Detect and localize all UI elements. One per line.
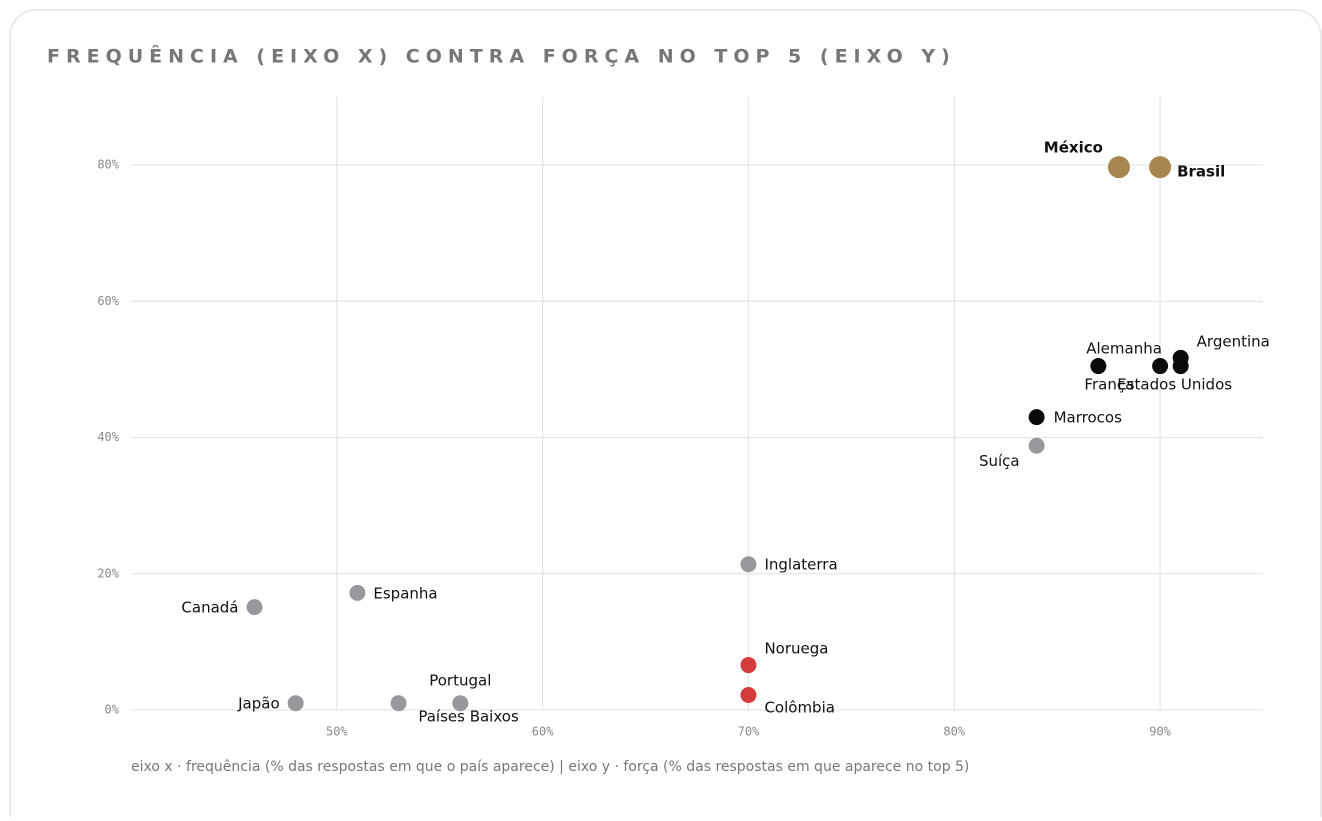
- point-label: Suíça: [979, 452, 1020, 470]
- point: [740, 687, 757, 704]
- point: [1152, 358, 1169, 375]
- point: [1028, 437, 1045, 454]
- y-tick-label: 60%: [97, 294, 119, 308]
- point-label: Inglaterra: [764, 556, 837, 574]
- chart-title: FREQUÊNCIA (EIXO X) CONTRA FORÇA NO TOP …: [47, 45, 956, 68]
- x-tick-label: 50%: [326, 725, 348, 739]
- y-tick-label: 20%: [97, 566, 119, 580]
- point-label: México: [1044, 139, 1103, 157]
- point: [287, 695, 304, 712]
- point-label: Portugal: [429, 672, 491, 690]
- point-label: Brasil: [1177, 163, 1225, 181]
- card: [9, 9, 1322, 821]
- point-label: Países Baixos: [418, 708, 519, 726]
- point: [349, 584, 366, 601]
- point: [1028, 409, 1045, 426]
- point-label: Colômbia: [764, 699, 835, 717]
- y-tick-label: 80%: [97, 158, 119, 172]
- point: [1090, 358, 1107, 375]
- point: [246, 599, 263, 616]
- point: [1172, 349, 1189, 366]
- point: [452, 695, 469, 712]
- point-label: Marrocos: [1054, 409, 1122, 427]
- y-tick-label: 40%: [97, 430, 119, 444]
- point-label: Alemanha: [1086, 340, 1162, 358]
- point-label: Estados Unidos: [1117, 376, 1232, 394]
- x-tick-label: 60%: [532, 725, 554, 739]
- x-tick-label: 70%: [738, 725, 760, 739]
- point-label: Canadá: [181, 599, 238, 617]
- x-tick-label: 80%: [943, 725, 965, 739]
- point-label: Argentina: [1197, 332, 1270, 350]
- point: [1107, 156, 1130, 179]
- point-label: Espanha: [373, 584, 437, 602]
- point: [740, 556, 757, 573]
- x-tick-label: 90%: [1149, 725, 1171, 739]
- point-label: Noruega: [764, 640, 828, 658]
- point-label: Japão: [237, 695, 280, 713]
- y-tick-label: 0%: [105, 703, 120, 717]
- point: [740, 657, 757, 674]
- point: [390, 695, 407, 712]
- point-label: França: [1084, 376, 1134, 394]
- point: [1149, 156, 1172, 179]
- caption: eixo x · frequência (% das respostas em …: [131, 759, 969, 775]
